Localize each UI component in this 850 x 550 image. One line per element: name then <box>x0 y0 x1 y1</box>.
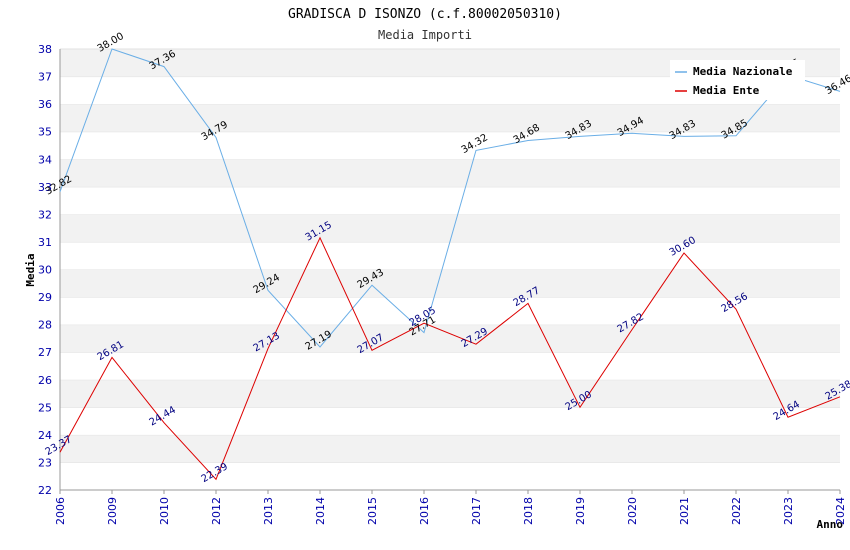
y-tick-label: 30 <box>38 264 52 277</box>
x-tick-label: 2020 <box>626 497 639 525</box>
grid-band <box>60 407 840 435</box>
x-tick-label: 2018 <box>522 497 535 525</box>
series-lines <box>59 48 841 481</box>
grid-band <box>60 462 840 490</box>
y-tick-label: 26 <box>38 374 52 387</box>
y-tick-label: 23 <box>38 456 52 469</box>
legend: Media Nazionale Media Ente <box>670 60 805 100</box>
y-tick-label: 36 <box>38 98 52 111</box>
y-tick-label: 32 <box>38 208 52 221</box>
grid-bands <box>60 48 840 490</box>
grid-band <box>60 379 840 408</box>
y-tick-label: 34 <box>38 153 52 166</box>
y-tick-label: 38 <box>38 43 52 56</box>
x-tick-label: 2015 <box>366 497 379 525</box>
x-tick-label: 2010 <box>158 497 171 525</box>
x-tick-label: 2023 <box>782 497 795 525</box>
x-tick-label: 2013 <box>262 497 275 525</box>
grid-band <box>60 104 840 132</box>
x-tick-label: 2012 <box>210 497 223 525</box>
chart-title: GRADISCA D ISONZO (c.f.80002050310) <box>288 7 562 22</box>
y-axis-ticks: 22 23 24 25 26 27 28 29 30 31 32 33 34 35 36 37 38 <box>38 43 52 497</box>
x-axis-label: Anno <box>817 518 844 531</box>
grid-band <box>60 434 840 463</box>
grid-band <box>60 352 840 380</box>
y-tick-label: 27 <box>38 346 52 359</box>
grid-band <box>60 297 840 325</box>
x-tick-label: 2017 <box>470 497 483 525</box>
series-line-ente <box>59 236 841 481</box>
y-tick-label: 28 <box>38 319 52 332</box>
y-tick-label: 22 <box>38 484 52 497</box>
x-tick-label: 2016 <box>418 497 431 525</box>
grid-band <box>60 269 840 298</box>
y-tick-label: 24 <box>38 429 52 442</box>
chart-subtitle: Media Importi <box>378 28 472 42</box>
x-tick-label: 2009 <box>106 497 119 525</box>
x-tick-label: 2019 <box>574 497 587 525</box>
grid-band <box>60 324 840 353</box>
x-tick-label: 2006 <box>54 497 67 525</box>
legend-label-ente: Media Ente <box>693 84 760 97</box>
grid-band <box>60 186 840 215</box>
legend-box <box>670 60 805 100</box>
y-tick-label: 29 <box>38 291 52 304</box>
grid-band <box>60 159 840 187</box>
y-tick-label: 31 <box>38 236 52 249</box>
grid-band <box>60 241 840 270</box>
y-axis-label: Media <box>24 253 37 286</box>
y-tick-label: 37 <box>38 71 52 84</box>
x-tick-label: 2022 <box>730 497 743 525</box>
x-tick-label: 2014 <box>314 497 327 525</box>
y-tick-label: 25 <box>38 401 52 414</box>
series-line-nazionale <box>59 48 841 348</box>
grid-band <box>60 214 840 242</box>
x-tick-label: 2021 <box>678 497 691 525</box>
legend-label-nazionale: Media Nazionale <box>693 65 793 78</box>
y-tick-label: 33 <box>38 181 52 194</box>
y-tick-label: 35 <box>38 126 52 139</box>
x-tick-label: 2024 <box>834 497 847 525</box>
x-axis-ticks: 2006 2009 2010 2012 2013 2014 2015 2016 2017 2018… <box>54 490 847 525</box>
